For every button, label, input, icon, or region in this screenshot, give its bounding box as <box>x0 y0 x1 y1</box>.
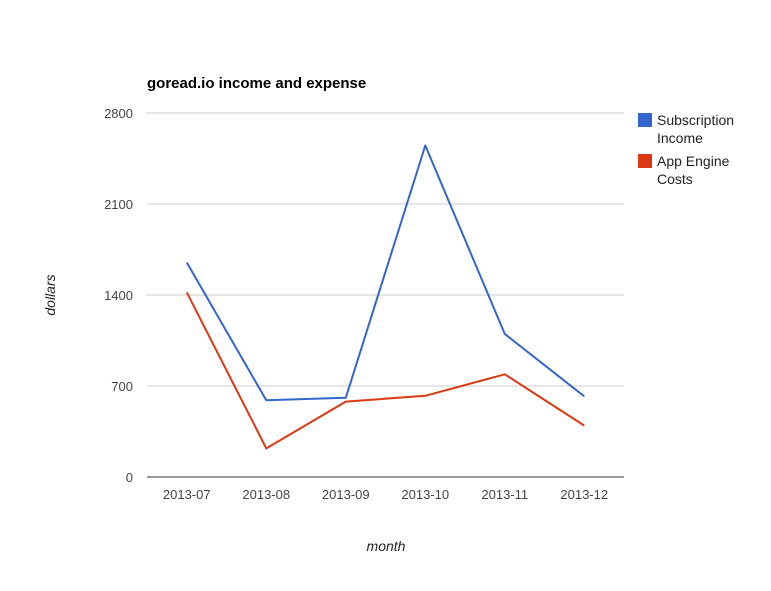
legend-swatch <box>638 154 652 168</box>
legend-label: Costs <box>657 171 693 187</box>
y-tick-label: 2800 <box>104 106 133 121</box>
x-axis-label: month <box>367 538 406 554</box>
x-axis-ticks: 2013-07 2013-08 2013-09 2013-10 2013-11 2013-… <box>163 487 608 502</box>
gridlines <box>147 112 624 387</box>
y-tick-label: 1400 <box>104 288 133 303</box>
y-tick-label: 700 <box>111 379 133 394</box>
x-tick-label: 2013-11 <box>481 487 528 502</box>
series-lines <box>185 144 585 450</box>
x-tick-label: 2013-08 <box>242 487 290 502</box>
y-tick-label: 2100 <box>104 197 133 212</box>
y-axis-label: dollars <box>42 274 58 315</box>
x-tick-label: 2013-12 <box>560 487 608 502</box>
y-axis-ticks: 0 700 1400 2100 2800 <box>104 106 133 485</box>
chart-title: goread.io income and expense <box>147 75 366 92</box>
legend-item: Subscription Income <box>638 112 734 146</box>
legend-label: Income <box>657 130 703 146</box>
legend-label: App Engine <box>657 153 730 169</box>
legend-label: Subscription <box>657 112 734 128</box>
legend: Subscription Income App Engine Costs <box>638 112 734 187</box>
legend-swatch <box>638 113 652 127</box>
x-tick-label: 2013-10 <box>401 487 449 502</box>
x-tick-label: 2013-09 <box>322 487 370 502</box>
x-tick-label: 2013-07 <box>163 487 211 502</box>
legend-item: App Engine Costs <box>638 153 730 187</box>
series-line-app-engine-costs <box>185 291 585 450</box>
series-line-subscription-income <box>185 144 585 402</box>
y-tick-label: 0 <box>126 470 133 485</box>
